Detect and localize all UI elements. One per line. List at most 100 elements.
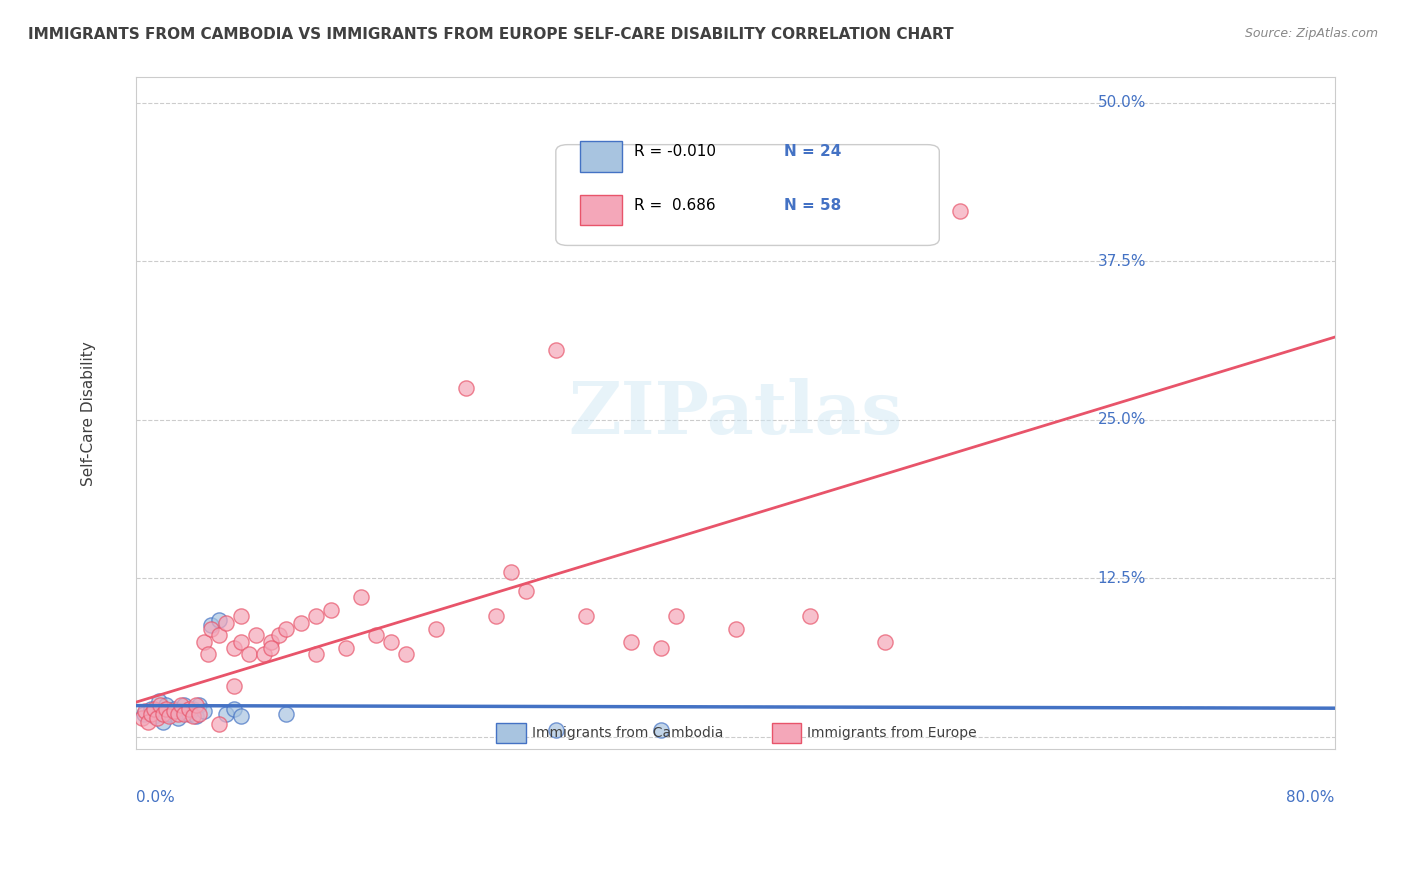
Point bbox=[215, 706, 238, 721]
Bar bbox=[579, 195, 621, 226]
Point bbox=[350, 591, 373, 605]
Point bbox=[238, 648, 260, 662]
Point bbox=[177, 706, 200, 721]
Point bbox=[321, 603, 343, 617]
Point bbox=[181, 709, 204, 723]
Point bbox=[650, 640, 672, 655]
Point bbox=[665, 609, 688, 624]
Text: N = 58: N = 58 bbox=[783, 198, 841, 212]
Point bbox=[222, 640, 245, 655]
Point bbox=[222, 679, 245, 693]
Text: Self-Care Disability: Self-Care Disability bbox=[82, 341, 96, 486]
Point bbox=[875, 634, 897, 648]
Point bbox=[231, 709, 253, 723]
Point bbox=[799, 609, 821, 624]
Point bbox=[267, 628, 290, 642]
Point bbox=[231, 609, 253, 624]
Point bbox=[173, 698, 195, 712]
Text: R = -0.010: R = -0.010 bbox=[634, 144, 716, 159]
Text: 50.0%: 50.0% bbox=[1098, 95, 1146, 111]
Point bbox=[141, 706, 163, 721]
Point bbox=[146, 711, 169, 725]
Point bbox=[177, 702, 200, 716]
Point bbox=[215, 615, 238, 630]
Point bbox=[131, 711, 153, 725]
Point bbox=[188, 706, 211, 721]
Point bbox=[515, 583, 537, 598]
Text: Immigrants from Europe: Immigrants from Europe bbox=[807, 725, 977, 739]
Point bbox=[335, 640, 357, 655]
Point bbox=[163, 705, 186, 719]
FancyBboxPatch shape bbox=[555, 145, 939, 245]
Point bbox=[276, 706, 298, 721]
Point bbox=[186, 709, 208, 723]
Point bbox=[197, 648, 219, 662]
Point bbox=[425, 622, 447, 636]
Point bbox=[193, 634, 215, 648]
Point bbox=[499, 565, 522, 579]
Bar bbox=[772, 723, 801, 743]
Point bbox=[290, 615, 312, 630]
Text: Immigrants from Cambodia: Immigrants from Cambodia bbox=[531, 725, 723, 739]
Point bbox=[167, 706, 190, 721]
Point bbox=[380, 634, 402, 648]
Point bbox=[149, 698, 172, 712]
Point bbox=[152, 714, 174, 729]
Point bbox=[138, 714, 160, 729]
Point bbox=[208, 717, 231, 731]
Point bbox=[650, 723, 672, 738]
Point bbox=[276, 622, 298, 636]
Point bbox=[231, 634, 253, 648]
Point bbox=[148, 694, 170, 708]
Text: ZIPatlas: ZIPatlas bbox=[568, 378, 903, 449]
Point bbox=[395, 648, 418, 662]
Point bbox=[949, 203, 972, 218]
Text: Source: ZipAtlas.com: Source: ZipAtlas.com bbox=[1244, 27, 1378, 40]
Text: 12.5%: 12.5% bbox=[1098, 571, 1146, 586]
Point bbox=[208, 613, 231, 627]
Point bbox=[155, 698, 177, 712]
Point bbox=[305, 648, 328, 662]
Point bbox=[170, 698, 193, 712]
Text: 37.5%: 37.5% bbox=[1098, 254, 1146, 268]
Point bbox=[155, 702, 177, 716]
Point bbox=[193, 705, 215, 719]
Point bbox=[208, 628, 231, 642]
Text: 80.0%: 80.0% bbox=[1286, 789, 1334, 805]
Point bbox=[163, 702, 186, 716]
Point bbox=[260, 634, 283, 648]
Point bbox=[454, 381, 477, 395]
Point bbox=[186, 698, 208, 712]
Point bbox=[200, 622, 222, 636]
Point bbox=[143, 709, 166, 723]
Text: 0.0%: 0.0% bbox=[136, 789, 176, 805]
Point bbox=[724, 622, 747, 636]
Point bbox=[620, 634, 643, 648]
Point bbox=[157, 706, 180, 721]
Point bbox=[181, 702, 204, 716]
Point bbox=[544, 343, 567, 357]
Point bbox=[134, 705, 156, 719]
Point bbox=[170, 705, 193, 719]
Point bbox=[141, 702, 163, 716]
Point bbox=[188, 698, 211, 712]
Point bbox=[544, 723, 567, 738]
Text: 25.0%: 25.0% bbox=[1098, 412, 1146, 427]
Point bbox=[167, 711, 190, 725]
Text: N = 24: N = 24 bbox=[783, 144, 841, 159]
Point bbox=[200, 618, 222, 632]
Point bbox=[152, 706, 174, 721]
Point bbox=[305, 609, 328, 624]
Point bbox=[245, 628, 267, 642]
Text: IMMIGRANTS FROM CAMBODIA VS IMMIGRANTS FROM EUROPE SELF-CARE DISABILITY CORRELAT: IMMIGRANTS FROM CAMBODIA VS IMMIGRANTS F… bbox=[28, 27, 953, 42]
Point bbox=[575, 609, 598, 624]
Bar bbox=[496, 723, 526, 743]
Point bbox=[222, 702, 245, 716]
Text: R =  0.686: R = 0.686 bbox=[634, 198, 716, 212]
Point bbox=[157, 709, 180, 723]
Point bbox=[143, 702, 166, 716]
Point bbox=[173, 706, 195, 721]
Point bbox=[485, 609, 508, 624]
Bar bbox=[579, 141, 621, 171]
Point bbox=[132, 706, 155, 721]
